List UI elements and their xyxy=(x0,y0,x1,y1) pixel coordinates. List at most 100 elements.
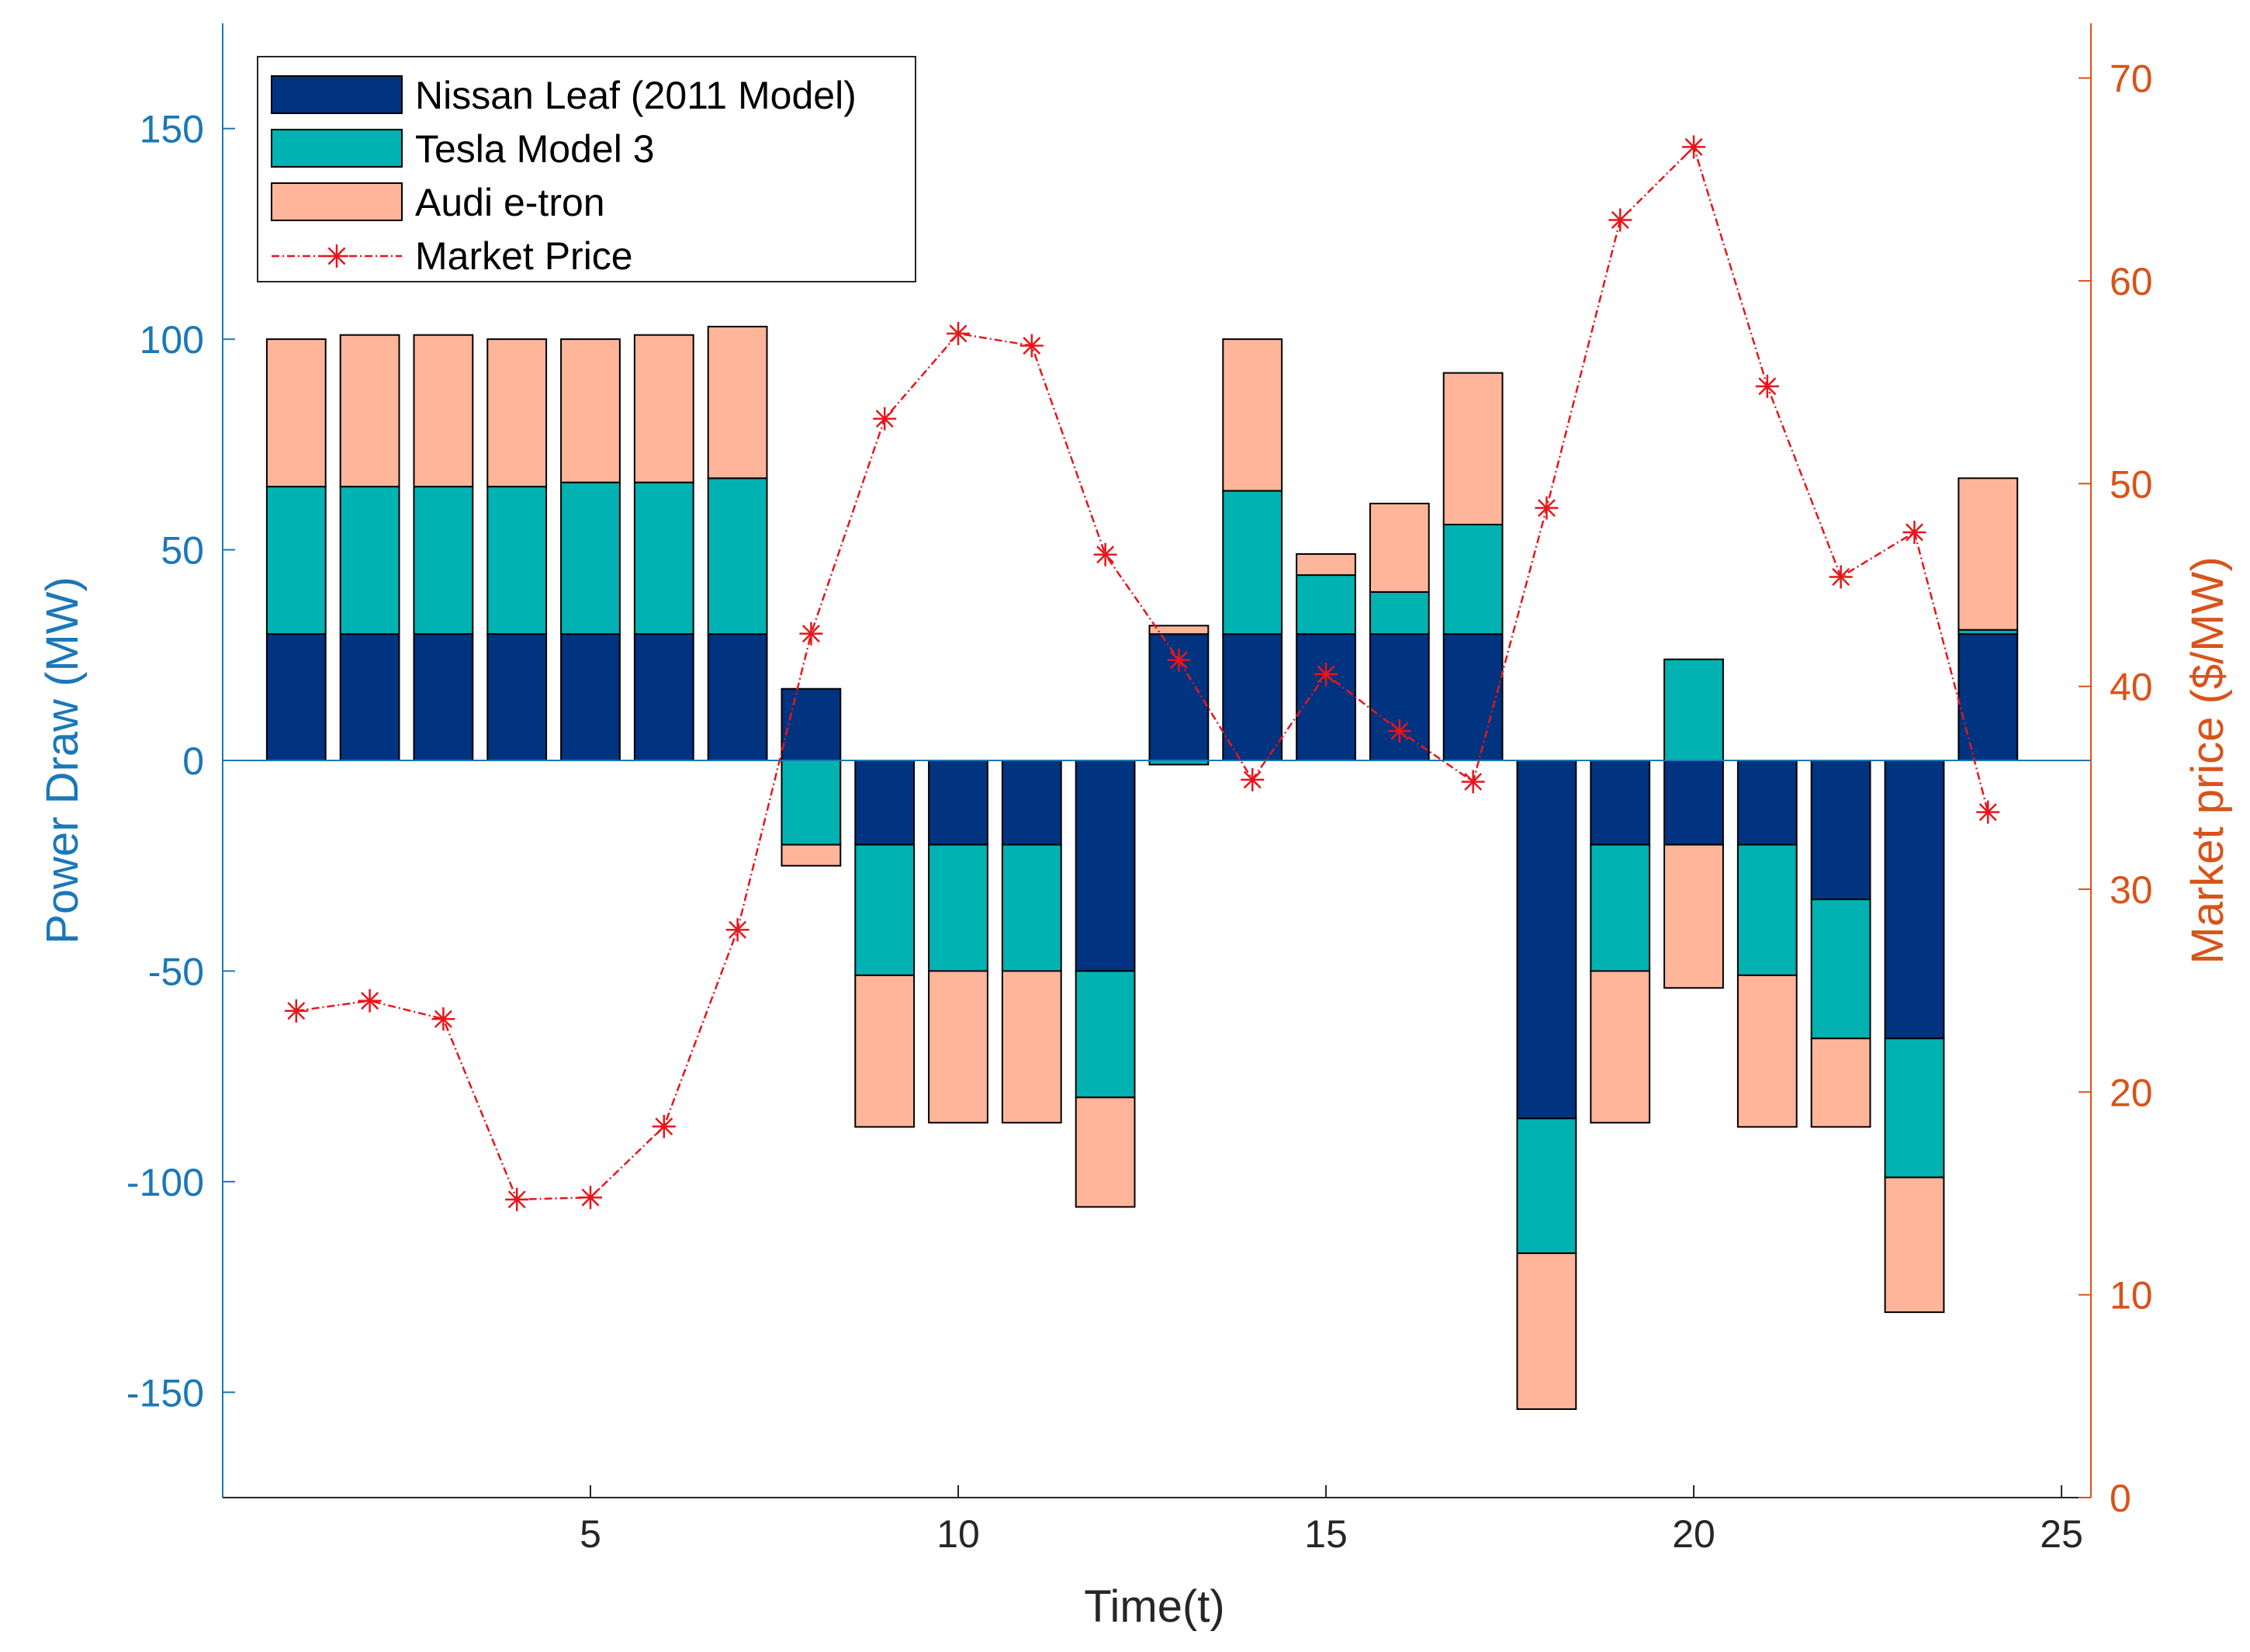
legend-label-market-price: Market Price xyxy=(415,234,633,278)
bar-nissan-t3 xyxy=(413,633,474,761)
bar-nissan-t24 xyxy=(1958,633,2019,761)
bar-audi-t18 xyxy=(1516,1252,1577,1410)
bar-tesla-t20 xyxy=(1663,658,1724,762)
bar-audi-t19 xyxy=(1590,970,1651,1124)
bar-audi-t2 xyxy=(339,334,400,488)
bar-tesla-t8 xyxy=(781,760,842,846)
x-axis-title: Time(t) xyxy=(1084,1581,1224,1632)
bar-nissan-t8 xyxy=(781,687,842,762)
price-point-t19 xyxy=(1608,208,1632,232)
y-right-tick-label-40: 40 xyxy=(2110,666,2153,709)
bar-nissan-t6 xyxy=(633,633,694,761)
bar-nissan-t12 xyxy=(1075,760,1136,972)
bar-nissan-t15 xyxy=(1296,633,1356,761)
bar-tesla-t23 xyxy=(1884,1037,1945,1179)
bar-nissan-t4 xyxy=(486,633,548,761)
bar-audi-t1 xyxy=(265,338,327,488)
bar-tesla-t19 xyxy=(1590,843,1651,972)
y-right-tick-label-60: 60 xyxy=(2110,260,2153,303)
y-right-tick-label-20: 20 xyxy=(2110,1071,2153,1114)
x-tick-label-5: 5 xyxy=(580,1512,601,1556)
bar-tesla-t5 xyxy=(560,481,621,636)
price-point-t12 xyxy=(1093,542,1117,566)
bar-nissan-t2 xyxy=(339,633,400,761)
bar-audi-t14 xyxy=(1222,338,1283,492)
bar-audi-t4 xyxy=(486,338,548,488)
bar-audi-t11 xyxy=(1001,970,1062,1124)
bar-audi-t23 xyxy=(1884,1176,1945,1314)
y-right-tick-label-0: 0 xyxy=(2110,1477,2131,1520)
bar-nissan-t11 xyxy=(1001,760,1062,846)
bar-audi-t20 xyxy=(1663,843,1724,989)
price-point-t18 xyxy=(1535,496,1559,520)
legend-label-nissan: Nissan Leaf (2011 Model) xyxy=(415,74,857,117)
price-point-t1 xyxy=(284,999,308,1023)
legend-label-audi: Audi e-tron xyxy=(415,181,605,224)
price-point-t2 xyxy=(358,989,382,1013)
price-point-t16 xyxy=(1387,719,1411,743)
bar-tesla-t9 xyxy=(854,843,916,976)
bar-audi-t22 xyxy=(1810,1037,1871,1128)
bar-nissan-t5 xyxy=(560,633,621,761)
bar-nissan-t17 xyxy=(1442,633,1504,761)
y-axis-left-title: Power Draw (MW) xyxy=(37,577,88,944)
bar-tesla-t22 xyxy=(1810,899,1871,1040)
y-right-tick-label-10: 10 xyxy=(2110,1274,2153,1318)
bar-nissan-t22 xyxy=(1810,760,1871,901)
bar-tesla-t11 xyxy=(1001,843,1062,972)
x-tick-label-25: 25 xyxy=(2040,1512,2083,1556)
bar-tesla-t2 xyxy=(339,486,400,636)
price-point-t7 xyxy=(725,918,749,942)
y-left-tick-label--150: -150 xyxy=(126,1371,204,1415)
y-right-tick-label-30: 30 xyxy=(2110,868,2153,912)
market-price-line xyxy=(296,145,1989,1201)
legend-star-icon xyxy=(325,244,348,268)
bar-tesla-t21 xyxy=(1736,843,1798,976)
y-left-tick-label-0: 0 xyxy=(182,739,204,783)
price-point-t20 xyxy=(1682,135,1706,159)
price-line-layer xyxy=(284,135,2000,1211)
bar-audi-t7 xyxy=(707,325,768,480)
bar-audi-t10 xyxy=(928,970,988,1124)
bar-tesla-t18 xyxy=(1516,1117,1577,1255)
axes-layer: 5 10 15 20 25 -150 -100 -50 0 50 100 150 0 10 20 30 40 50… xyxy=(126,23,2153,1556)
legend: Nissan Leaf (2011 Model) Tesla Model 3 A… xyxy=(257,56,916,282)
price-point-t4 xyxy=(505,1187,529,1211)
y-axis-right-title: Market price ($/MW) xyxy=(2182,556,2233,964)
legend-swatch-nissan xyxy=(271,75,403,114)
price-point-t21 xyxy=(1755,374,1779,398)
y-left-tick-label-150: 150 xyxy=(140,108,204,151)
x-tick-label-15: 15 xyxy=(1304,1512,1348,1556)
y-right-tick-label-50: 50 xyxy=(2110,462,2153,506)
price-point-t22 xyxy=(1829,565,1853,589)
price-point-t23 xyxy=(1902,520,1926,544)
price-point-t6 xyxy=(652,1114,676,1138)
x-tick-label-20: 20 xyxy=(1672,1512,1715,1556)
x-tick-label-10: 10 xyxy=(936,1512,980,1556)
price-point-t10 xyxy=(947,321,971,345)
bar-nissan-t9 xyxy=(854,760,916,846)
bar-audi-t21 xyxy=(1736,974,1798,1128)
legend-marker-market-price xyxy=(325,244,348,268)
bar-tesla-t14 xyxy=(1222,490,1283,636)
bar-tesla-t15 xyxy=(1296,574,1356,636)
price-point-t8 xyxy=(799,622,823,646)
bar-nissan-t7 xyxy=(707,633,768,761)
bar-tesla-t10 xyxy=(928,843,988,972)
bar-tesla-t12 xyxy=(1075,970,1136,1099)
bar-nissan-t19 xyxy=(1590,760,1651,846)
y-left-tick-label--100: -100 xyxy=(126,1161,204,1204)
bar-tesla-t3 xyxy=(413,486,474,636)
legend-swatch-audi xyxy=(271,182,403,221)
bar-audi-t9 xyxy=(854,974,916,1128)
price-point-t24 xyxy=(1976,800,2000,824)
price-point-t5 xyxy=(579,1186,603,1210)
bar-audi-t24 xyxy=(1958,477,2019,631)
bar-nissan-t20 xyxy=(1663,760,1724,846)
bar-tesla-t17 xyxy=(1442,524,1504,636)
bar-nissan-t1 xyxy=(265,633,327,761)
bar-audi-t6 xyxy=(633,334,694,483)
bar-nissan-t10 xyxy=(928,760,988,846)
bar-tesla-t6 xyxy=(633,481,694,636)
